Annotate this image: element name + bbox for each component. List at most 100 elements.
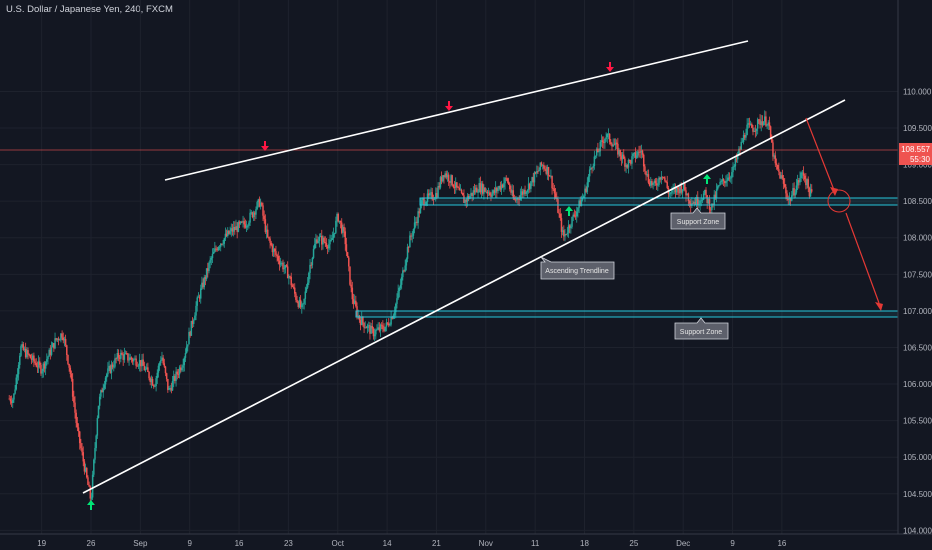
candle-body	[100, 390, 102, 397]
candle-body	[716, 186, 719, 190]
candle-body	[684, 182, 686, 191]
candle-body	[433, 198, 436, 200]
candle-body	[358, 315, 361, 321]
candle-body	[494, 187, 497, 193]
candle-body	[802, 172, 805, 176]
candle-body	[276, 254, 278, 257]
candle-body	[722, 179, 725, 182]
candle-body	[566, 232, 569, 235]
candle-body	[704, 189, 706, 194]
candle-body	[78, 431, 81, 444]
candle-body	[346, 252, 349, 258]
candle-body	[63, 338, 66, 341]
candle-body	[641, 150, 644, 155]
y-tick-label: 108.500	[903, 197, 932, 206]
candle-body	[245, 226, 248, 228]
candle-body	[272, 248, 275, 253]
x-tick-label: Sep	[133, 539, 148, 548]
candle-body	[154, 386, 156, 387]
candle-body	[583, 195, 585, 198]
candle-body	[359, 320, 362, 325]
ascending-trendline[interactable]	[82, 99, 846, 494]
time-scale[interactable]: 19 26 Sep 9 16 23 Oct 14 21 Nov 11 18 25 Dec 9 16	[37, 539, 787, 548]
candle-body	[437, 185, 439, 198]
price-scale[interactable]: 104.000 104.500 105.000 105.500 106.000 106.5…	[903, 87, 932, 535]
candle-body	[323, 237, 325, 243]
candle-body	[342, 226, 344, 233]
candle-body	[110, 364, 113, 373]
candle-body	[277, 256, 280, 261]
candle-body	[648, 182, 651, 186]
candle-body	[442, 175, 444, 182]
candle-body	[291, 285, 294, 287]
y-tick-label: 104.500	[903, 490, 932, 499]
candle-body	[606, 134, 609, 138]
candle-body	[621, 154, 624, 160]
candle-body	[262, 205, 264, 216]
candle-body	[659, 177, 661, 180]
candle-body	[62, 337, 65, 341]
candle-body	[321, 235, 323, 245]
candle-body	[368, 325, 370, 327]
candle-body	[788, 198, 791, 200]
candle-body	[95, 435, 97, 449]
candle-body	[299, 299, 302, 308]
candle-body	[238, 222, 241, 224]
candle-body	[413, 222, 416, 230]
candle-body	[686, 193, 688, 196]
candle-body	[74, 402, 76, 413]
candle-body	[765, 116, 767, 126]
candle-body	[28, 354, 30, 356]
candle-body	[795, 185, 798, 193]
candle-body	[660, 176, 663, 180]
candle-body	[628, 159, 631, 161]
candle-body	[734, 158, 737, 167]
upper-resistance-trendline[interactable]	[164, 40, 749, 181]
candle-body	[766, 124, 768, 126]
candle-body	[753, 130, 755, 132]
candle-body	[369, 325, 371, 334]
down-arrow-icon	[261, 141, 269, 151]
candle-body	[181, 367, 183, 371]
candle-body	[264, 219, 267, 233]
candle-body	[714, 194, 717, 198]
candle-body	[783, 183, 786, 187]
x-tick-label: Nov	[479, 539, 493, 548]
candle-body	[378, 327, 381, 331]
candle-body	[786, 193, 788, 200]
candle-body	[337, 213, 339, 222]
candle-body	[613, 144, 616, 146]
candle-body	[336, 213, 338, 221]
y-tick-label: 107.500	[903, 270, 932, 279]
candle-body	[592, 165, 594, 168]
candle-body	[191, 320, 194, 324]
candle-body	[296, 299, 298, 303]
svg-text:Ascending Trendline: Ascending Trendline	[545, 268, 609, 275]
candle-body	[36, 366, 39, 368]
candle-body	[178, 367, 181, 375]
candle-body	[447, 174, 450, 182]
candle-body	[26, 350, 28, 358]
candle-body	[731, 172, 733, 178]
candle-body	[781, 175, 784, 179]
candle-body	[124, 353, 127, 355]
candle-body	[603, 142, 605, 144]
candle-body	[708, 199, 711, 210]
x-tick-label: 23	[284, 539, 293, 548]
candle-body	[362, 316, 364, 323]
candle-body	[128, 359, 130, 361]
candle-body	[125, 353, 128, 355]
candle-body	[297, 302, 300, 307]
candle-body	[511, 190, 513, 193]
candle-body	[775, 163, 778, 165]
candle-body	[655, 183, 658, 186]
candle-body	[255, 209, 257, 215]
candle-body	[215, 248, 217, 250]
candle-body	[67, 355, 69, 364]
candle-body	[96, 418, 99, 436]
candle-body	[658, 177, 660, 185]
support-zone-callout-lower: Support Zone	[674, 317, 729, 340]
target-circle	[827, 189, 851, 213]
candle-body	[527, 183, 530, 191]
